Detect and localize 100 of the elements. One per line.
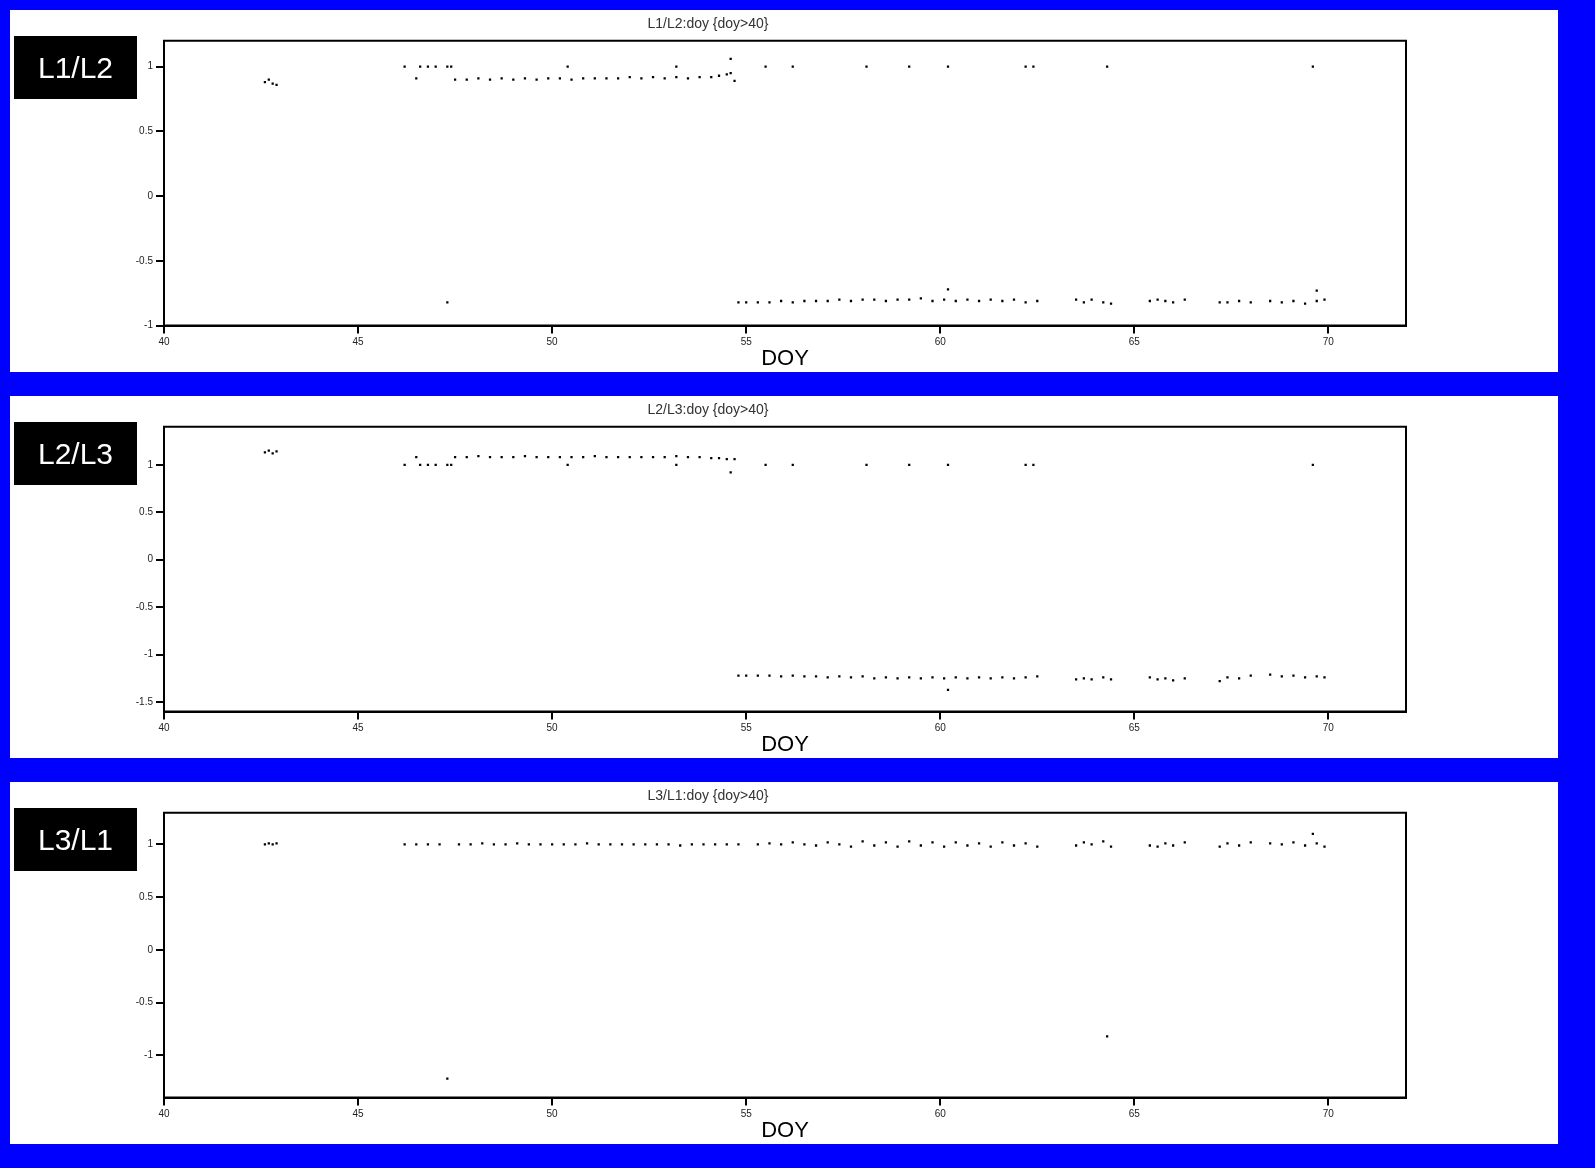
point bbox=[1148, 676, 1151, 679]
point bbox=[814, 675, 818, 678]
y-tick-label: -0.5 bbox=[135, 600, 154, 612]
y-tick-label: 0 bbox=[147, 189, 154, 201]
y-tick-label: 0.5 bbox=[139, 125, 154, 137]
point bbox=[1303, 302, 1307, 305]
point bbox=[861, 675, 864, 678]
y-tick-label: -0.5 bbox=[135, 254, 154, 266]
point bbox=[1323, 298, 1326, 301]
point bbox=[605, 77, 608, 80]
point bbox=[779, 675, 783, 678]
point bbox=[919, 677, 922, 680]
x-tick-label: 55 bbox=[740, 1108, 753, 1120]
point bbox=[1102, 676, 1105, 679]
point bbox=[919, 297, 922, 300]
point bbox=[1292, 674, 1295, 677]
x-tick-label: 70 bbox=[1322, 1108, 1335, 1120]
point bbox=[931, 299, 934, 303]
point bbox=[1090, 678, 1093, 681]
x-axis-title: DOY bbox=[761, 1116, 810, 1142]
y-tick-label: 0.5 bbox=[139, 505, 154, 517]
y-tick-label: -1 bbox=[144, 648, 154, 660]
point bbox=[271, 82, 274, 85]
point bbox=[1109, 302, 1113, 305]
point bbox=[873, 677, 876, 680]
x-tick-label: 70 bbox=[1322, 336, 1335, 348]
x-tick-label: 50 bbox=[546, 722, 559, 734]
point bbox=[1164, 677, 1167, 680]
point bbox=[1237, 677, 1241, 680]
point bbox=[725, 73, 728, 76]
point bbox=[1183, 677, 1186, 680]
x-tick-label: 65 bbox=[1128, 336, 1141, 348]
text: L3/L1 bbox=[14, 808, 137, 871]
point bbox=[1315, 675, 1318, 678]
x-tick-label: 65 bbox=[1128, 1108, 1141, 1120]
x-tick-label: 45 bbox=[352, 1108, 365, 1120]
point bbox=[826, 676, 829, 679]
point bbox=[791, 674, 794, 677]
point bbox=[1226, 676, 1229, 679]
point bbox=[1292, 299, 1295, 303]
y-tick-label: 1 bbox=[147, 458, 154, 470]
point bbox=[267, 449, 270, 452]
point bbox=[989, 677, 992, 680]
text: L2/L3 bbox=[14, 422, 137, 485]
y-tick-label: 0 bbox=[147, 943, 154, 955]
y-tick-label: -0.5 bbox=[135, 996, 154, 1008]
point bbox=[733, 79, 736, 83]
x-tick-label: 40 bbox=[158, 1108, 170, 1120]
x-tick-label: 65 bbox=[1128, 722, 1141, 734]
point bbox=[861, 298, 864, 301]
point bbox=[605, 456, 608, 459]
point bbox=[263, 451, 267, 454]
point bbox=[896, 298, 899, 301]
point bbox=[865, 463, 868, 466]
point bbox=[768, 674, 771, 677]
point bbox=[756, 674, 759, 677]
point bbox=[884, 676, 888, 679]
point bbox=[275, 450, 278, 453]
point bbox=[1323, 676, 1326, 679]
y-tick-label: 1 bbox=[147, 60, 154, 72]
point bbox=[803, 299, 806, 303]
point bbox=[908, 676, 911, 679]
point bbox=[1226, 301, 1229, 304]
point bbox=[1249, 674, 1252, 677]
x-tick-label: 60 bbox=[934, 1108, 947, 1120]
point bbox=[477, 77, 480, 80]
point bbox=[966, 298, 969, 301]
point bbox=[1032, 463, 1035, 466]
point bbox=[535, 78, 538, 81]
point bbox=[1001, 676, 1004, 679]
x-tick-label: 60 bbox=[934, 722, 947, 734]
text: L1/L2 bbox=[14, 36, 137, 99]
point bbox=[570, 78, 573, 81]
x-tick-label: 40 bbox=[158, 722, 170, 734]
point bbox=[954, 676, 957, 679]
x-tick-label: 70 bbox=[1322, 722, 1335, 734]
x-axis-title: DOY bbox=[761, 730, 810, 756]
point bbox=[535, 456, 538, 459]
x-tick-label: 50 bbox=[546, 1108, 559, 1120]
point bbox=[570, 456, 573, 459]
point bbox=[271, 452, 274, 455]
point bbox=[1032, 65, 1035, 68]
point bbox=[865, 65, 868, 68]
point bbox=[764, 463, 767, 466]
y-tick-label: 0.5 bbox=[139, 890, 154, 902]
point bbox=[1269, 673, 1272, 676]
x-axis-title: DOY bbox=[761, 344, 810, 370]
y-tick-label: 1 bbox=[147, 838, 154, 850]
point bbox=[640, 456, 643, 459]
point bbox=[745, 674, 748, 677]
point bbox=[737, 674, 740, 677]
point bbox=[764, 65, 767, 68]
chart-title: L2/L3:doy {doy>40} bbox=[647, 401, 769, 418]
point bbox=[737, 301, 740, 304]
x-tick-label: 40 bbox=[158, 336, 170, 348]
point bbox=[1156, 678, 1159, 681]
y-tick-label: -1 bbox=[144, 319, 154, 331]
point bbox=[477, 455, 480, 458]
x-tick-label: 50 bbox=[546, 336, 559, 348]
x-tick-label: 60 bbox=[934, 336, 947, 348]
